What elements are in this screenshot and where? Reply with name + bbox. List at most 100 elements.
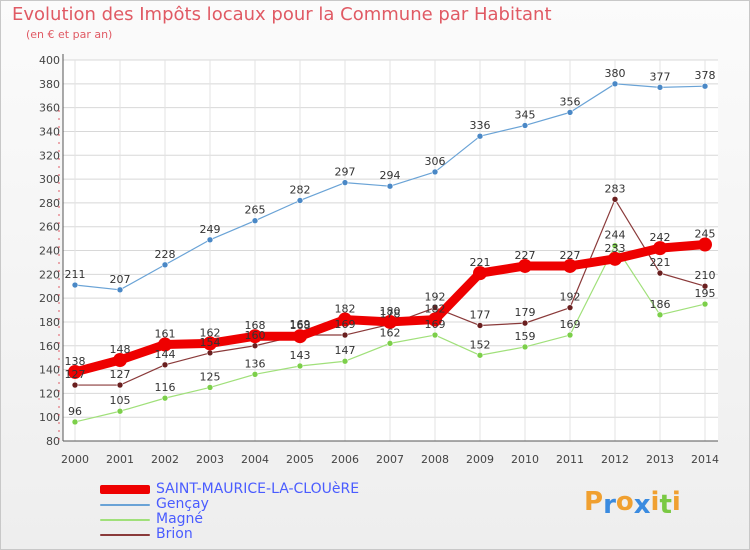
data-label: 154 <box>200 336 221 349</box>
data-point <box>431 168 439 176</box>
legend-label-magne: Magné <box>156 511 204 527</box>
data-point <box>341 179 349 186</box>
data-label: 162 <box>200 326 221 339</box>
x-tick-label: 2001 <box>106 453 134 466</box>
legend-swatch-brion <box>100 534 150 536</box>
data-point <box>296 197 304 204</box>
data-point <box>521 122 529 129</box>
data-point <box>71 418 79 426</box>
logo-letter: P <box>584 487 604 517</box>
y-tick-label: 100 <box>39 411 60 424</box>
data-label: 169 <box>290 318 311 331</box>
data-label: 210 <box>695 269 716 282</box>
data-label: 159 <box>515 330 536 343</box>
data-label: 182 <box>335 303 356 316</box>
y-tick-label: 380 <box>39 78 60 91</box>
data-label: 116 <box>155 381 176 394</box>
data-label: 169 <box>560 318 581 331</box>
y-tick-label: 300 <box>39 173 60 186</box>
data-label: 105 <box>110 394 131 407</box>
data-label: 168 <box>245 319 266 332</box>
logo-letter: o <box>615 487 634 517</box>
x-tick-label: 2013 <box>646 453 674 466</box>
data-label: 221 <box>470 256 491 269</box>
data-point <box>656 311 664 319</box>
data-point <box>206 384 214 391</box>
data-point <box>476 132 484 140</box>
x-tick-label: 2010 <box>511 453 539 466</box>
data-label: 169 <box>425 318 446 331</box>
data-label: 207 <box>110 273 131 286</box>
data-point <box>701 300 709 308</box>
x-tick-label: 2007 <box>376 453 404 466</box>
data-point <box>563 258 577 273</box>
x-tick-label: 2009 <box>466 453 494 466</box>
x-tick-label: 2000 <box>61 453 89 466</box>
data-point <box>473 266 487 281</box>
y-tick-label: 80 <box>46 435 60 448</box>
data-point <box>611 242 619 250</box>
y-tick-label: 360 <box>39 102 60 115</box>
chart-title: Evolution des Impôts locaux pour la Comm… <box>12 4 552 25</box>
data-point <box>476 351 484 359</box>
data-point <box>566 304 574 311</box>
data-label: 186 <box>650 298 671 311</box>
data-point <box>251 217 259 225</box>
data-label: 211 <box>65 268 86 281</box>
data-point <box>611 80 619 88</box>
data-point <box>158 337 172 352</box>
data-label: 160 <box>245 329 266 342</box>
data-point <box>521 319 529 327</box>
x-tick-label: 2014 <box>691 453 719 466</box>
legend-label-brion: Brion <box>156 526 193 542</box>
data-point <box>251 342 259 350</box>
data-label: 227 <box>560 249 581 262</box>
data-label: 178 <box>380 307 401 320</box>
data-point <box>248 329 262 344</box>
data-point <box>383 314 397 329</box>
legend-label-gencay: Gençay <box>156 496 209 512</box>
data-label: 380 <box>605 67 626 80</box>
data-label: 294 <box>380 169 401 182</box>
y-tick-label: 120 <box>39 387 60 400</box>
data-point <box>251 371 259 378</box>
data-label: 227 <box>515 249 536 262</box>
data-label: 138 <box>65 355 86 368</box>
data-label: 161 <box>155 328 176 341</box>
legend-swatch-saint-maurice <box>100 485 150 494</box>
y-tick-label: 240 <box>39 245 60 258</box>
data-point <box>161 361 169 369</box>
data-point <box>386 340 394 347</box>
y-tick-label: 320 <box>39 149 60 162</box>
data-label: 265 <box>245 204 266 217</box>
data-label: 96 <box>68 405 82 418</box>
y-tick-label: 340 <box>39 125 60 138</box>
logo-letter: i <box>671 487 681 517</box>
data-label: 169 <box>335 318 356 331</box>
data-label: 195 <box>695 287 716 300</box>
x-tick-label: 2008 <box>421 453 449 466</box>
data-label: 127 <box>110 368 131 381</box>
data-point <box>206 349 214 357</box>
data-label: 245 <box>695 228 716 241</box>
data-point <box>341 357 349 365</box>
data-label: 244 <box>605 229 626 242</box>
data-label: 283 <box>605 182 626 195</box>
data-label: 152 <box>470 338 491 351</box>
data-point <box>68 364 82 379</box>
data-label: 242 <box>650 231 671 244</box>
data-label: 297 <box>335 166 356 179</box>
data-point <box>71 381 79 389</box>
legend-swatch-magne <box>100 519 150 521</box>
data-label: 282 <box>290 183 311 196</box>
data-point <box>341 331 349 339</box>
data-label: 192 <box>560 291 581 304</box>
data-point <box>338 312 352 327</box>
data-label: 179 <box>515 306 536 319</box>
data-label: 336 <box>470 119 491 132</box>
data-point <box>566 109 574 116</box>
data-point <box>653 241 667 256</box>
data-point <box>116 286 124 294</box>
legend-label-saint-maurice: SAINT-MAURICE-LA-CLOUèRE <box>156 481 360 497</box>
